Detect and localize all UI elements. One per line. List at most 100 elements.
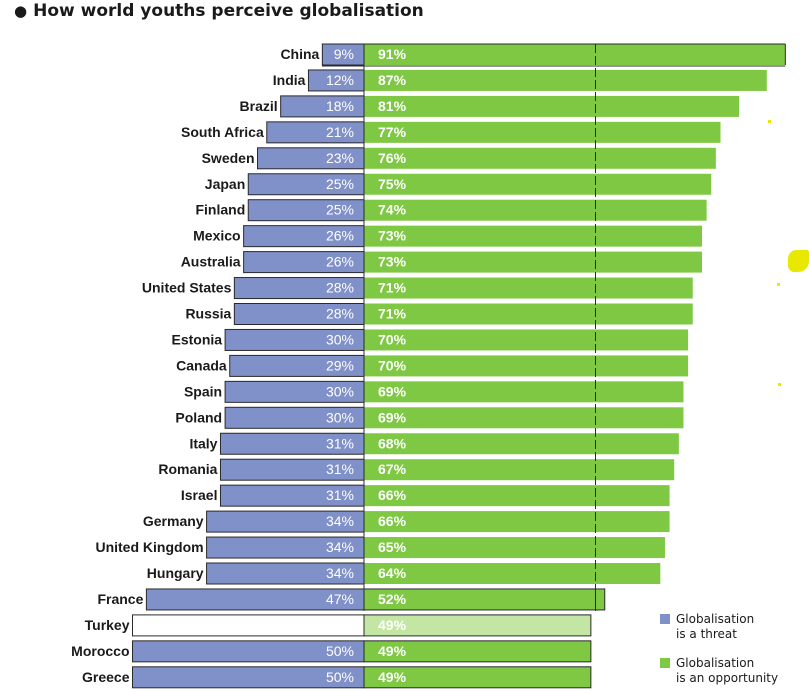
value-label-threat-brazil: 18% [326, 98, 354, 114]
chart-title-text: How world youths perceive globalisation [33, 1, 424, 21]
value-label-opportunity-morocco: 49% [378, 643, 407, 659]
value-label-threat-finland: 25% [326, 202, 354, 218]
value-label-threat-italy: 31% [326, 435, 354, 451]
value-label-threat-south-africa: 21% [326, 124, 354, 140]
value-label-threat-mexico: 26% [326, 228, 354, 244]
bar-opportunity-united-kingdom [364, 537, 665, 559]
bar-opportunity-canada [364, 355, 689, 377]
value-label-opportunity-india: 87% [378, 72, 407, 88]
bar-opportunity-poland [364, 407, 684, 429]
bar-opportunity-morocco [363, 640, 592, 663]
bar-opportunity-mexico [364, 225, 702, 247]
value-label-threat-japan: 25% [326, 176, 354, 192]
bars-group [132, 43, 786, 689]
value-label-opportunity-south-africa: 77% [378, 124, 407, 140]
country-label-estonia: Estonia [172, 331, 223, 347]
value-label-threat-india: 12% [326, 72, 354, 88]
bar-opportunity-russia [364, 303, 693, 325]
country-label-united-kingdom: United Kingdom [95, 539, 203, 555]
value-label-opportunity-italy: 68% [378, 435, 407, 451]
chart-title: ● How world youths perceive globalisation [14, 1, 424, 21]
value-label-threat-australia: 26% [326, 254, 354, 270]
bar-opportunity-italy [364, 433, 679, 455]
legend-label-opportunity-1: Globalisation [676, 656, 755, 670]
bar-opportunity-romania [364, 459, 675, 481]
bar-opportunity-greece [363, 666, 592, 689]
value-label-opportunity-sweden: 76% [378, 150, 407, 166]
country-label-united-states: United States [142, 280, 232, 296]
country-label-china: China [280, 46, 319, 62]
value-label-threat-russia: 28% [326, 306, 354, 322]
value-label-opportunity-germany: 66% [378, 513, 407, 529]
country-label-russia: Russia [185, 306, 231, 322]
country-label-canada: Canada [176, 357, 227, 373]
value-label-opportunity-china: 91% [378, 46, 407, 62]
bar-opportunity-germany [364, 511, 670, 533]
country-label-germany: Germany [143, 513, 204, 529]
country-label-france: France [97, 591, 143, 607]
country-label-italy: Italy [189, 435, 217, 451]
country-label-south-africa: South Africa [181, 124, 264, 140]
bar-opportunity-hungary [364, 563, 661, 584]
value-label-threat-hungary: 34% [326, 565, 354, 581]
country-label-hungary: Hungary [147, 565, 204, 581]
bullet-icon: ● [14, 2, 28, 20]
bar-opportunity-spain [364, 381, 684, 403]
value-label-opportunity-turkey: 49% [378, 617, 407, 633]
value-label-threat-spain: 30% [326, 383, 354, 399]
value-label-opportunity-romania: 67% [378, 461, 407, 477]
value-label-threat-canada: 29% [326, 357, 354, 373]
value-label-threat-united-states: 28% [326, 280, 354, 296]
labels-group: China 9% 91% India 12% 87% Brazil 18% 81% South A… [71, 46, 406, 685]
value-label-threat-greece: 50% [326, 669, 354, 685]
value-label-threat-germany: 34% [326, 513, 354, 529]
value-label-opportunity-mexico: 73% [378, 228, 407, 244]
decorative-fleck [768, 120, 771, 123]
value-label-threat-estonia: 30% [326, 331, 354, 347]
decorative-fleck [778, 383, 781, 386]
bar-opportunity-finland [364, 199, 707, 221]
value-label-opportunity-poland: 69% [378, 409, 407, 425]
value-label-threat-china: 9% [334, 46, 354, 62]
value-label-threat-morocco: 50% [326, 643, 354, 659]
value-label-opportunity-finland: 74% [378, 202, 407, 218]
value-label-opportunity-canada: 70% [378, 357, 407, 373]
value-label-threat-sweden: 23% [326, 150, 354, 166]
bar-opportunity-brazil [364, 95, 740, 117]
legend-swatch-opportunity [660, 658, 670, 668]
value-label-opportunity-france: 52% [378, 591, 407, 607]
bar-opportunity-united-states [364, 277, 693, 299]
value-label-threat-romania: 31% [326, 461, 354, 477]
country-label-turkey: Turkey [85, 617, 130, 633]
country-label-japan: Japan [205, 176, 245, 192]
value-label-opportunity-australia: 73% [378, 254, 407, 270]
value-label-opportunity-estonia: 70% [378, 331, 407, 347]
country-label-india: India [273, 72, 306, 88]
bar-opportunity-israel [364, 485, 670, 507]
bar-opportunity-south-africa [364, 121, 721, 143]
bar-opportunity-japan [364, 173, 712, 195]
country-label-morocco: Morocco [71, 643, 129, 659]
bar-opportunity-india [364, 69, 767, 91]
value-label-opportunity-russia: 71% [378, 306, 407, 322]
value-label-opportunity-hungary: 64% [378, 565, 407, 581]
bar-opportunity-sweden [364, 147, 716, 169]
value-label-opportunity-greece: 49% [378, 669, 407, 685]
value-label-threat-israel: 31% [326, 487, 354, 503]
country-label-spain: Spain [184, 383, 222, 399]
value-label-opportunity-japan: 75% [378, 176, 407, 192]
legend-swatch-threat [660, 614, 670, 624]
bar-opportunity-turkey [363, 614, 592, 637]
bar-opportunity-china [364, 44, 786, 65]
value-label-threat-poland: 30% [326, 409, 354, 425]
country-label-poland: Poland [175, 409, 222, 425]
country-label-sweden: Sweden [202, 150, 255, 166]
legend-label-opportunity-2: is an opportunity [676, 671, 779, 685]
country-label-israel: Israel [181, 487, 218, 503]
bar-threat-turkey [132, 614, 365, 637]
legend-label-threat-1: Globalisation [676, 612, 755, 626]
country-label-brazil: Brazil [240, 98, 278, 114]
country-label-romania: Romania [158, 461, 217, 477]
value-label-opportunity-united-kingdom: 65% [378, 539, 407, 555]
